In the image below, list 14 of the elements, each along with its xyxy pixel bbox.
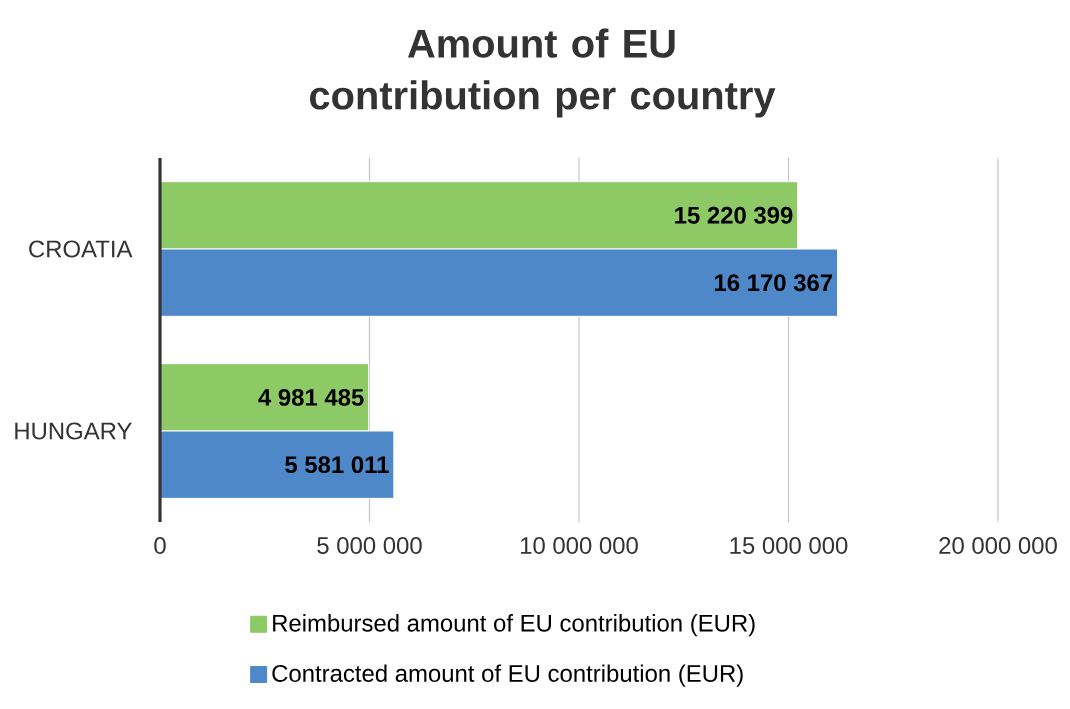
x-tick-label: 5 000 000: [317, 537, 422, 554]
x-tick-label: 15 000 000: [730, 537, 848, 554]
data-label: 5 581 011: [285, 456, 389, 474]
x-tick-label: 0: [154, 537, 166, 554]
data-label: 15 220 399: [675, 206, 793, 224]
x-tick-label: 20 000 000: [939, 537, 1057, 554]
y-tick-label: CROATIA: [29, 240, 133, 258]
legend-label: Contracted amount of EU contribution (EUR): [272, 664, 743, 687]
data-label: 16 170 367: [714, 274, 833, 292]
y-tick-label: HUNGARY: [15, 422, 132, 440]
legend-label: Reimbursed amount of EU contribution (EUR): [273, 614, 755, 637]
x-tick-label: 10 000 000: [520, 537, 638, 554]
data-label: 4 981 485: [258, 388, 364, 406]
chart-title: Amount of EU contribution per country: [310, 28, 776, 118]
